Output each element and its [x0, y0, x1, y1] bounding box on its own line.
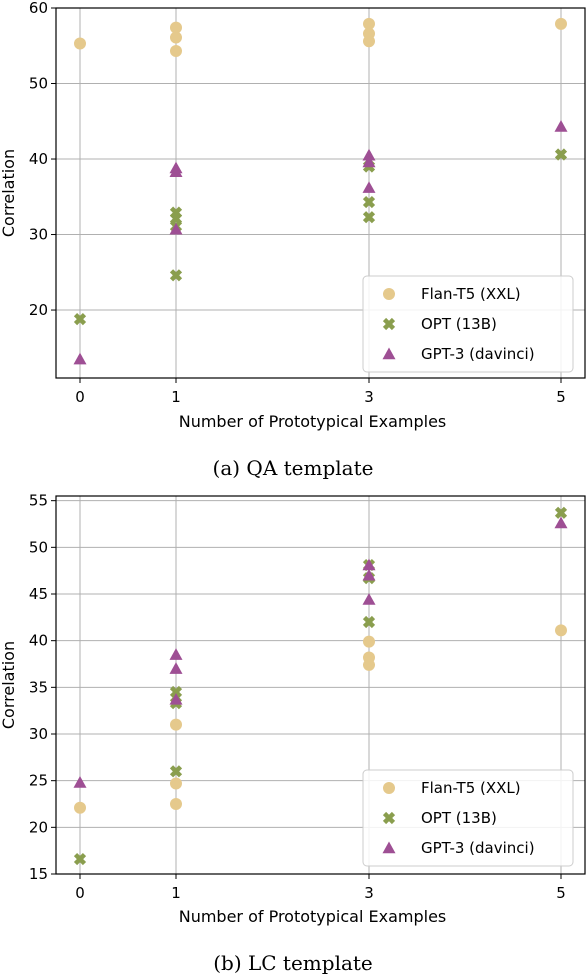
y-tick-label: 30 [29, 226, 48, 244]
legend-label: GPT-3 (davinci) [421, 839, 535, 857]
data-point-x [169, 269, 183, 282]
x-tick-label: 3 [364, 884, 374, 902]
x-tick-label: 5 [556, 884, 566, 902]
chart-panel-qa: 0 1 3 5 20 30 40 50 60 Number of Prototypical Exa… [0, 0, 586, 480]
data-point-circle [74, 801, 86, 814]
y-tick-label: 40 [29, 150, 48, 168]
y-tick-label: 35 [29, 678, 48, 696]
plot-frame [55, 7, 586, 379]
data-point-triangle [169, 662, 183, 674]
legend-box [362, 769, 574, 867]
data-point-circle [170, 798, 182, 810]
data-point-triangle [362, 558, 376, 571]
y-tick-label: 45 [29, 585, 48, 603]
data-point-x [169, 765, 183, 778]
legend-box [362, 275, 574, 373]
figure-caption: (a) QA template [213, 456, 374, 480]
y-tick-label: 50 [29, 538, 48, 556]
legend-marker-x [382, 317, 396, 331]
data-point-triangle [554, 120, 568, 132]
data-point-circle [170, 45, 182, 58]
data-point-circle [170, 31, 182, 44]
y-tick-label: 40 [29, 632, 48, 650]
data-point-circle [170, 21, 182, 34]
data-point-x [73, 313, 87, 326]
data-point-circle [363, 17, 375, 30]
x-tick-label: 3 [364, 388, 374, 406]
data-point-circle [555, 624, 567, 637]
data-point-triangle [169, 692, 183, 705]
data-point-circle [363, 658, 375, 671]
data-point-x [554, 506, 568, 519]
data-point-triangle [169, 222, 183, 235]
data-point-triangle [554, 516, 568, 529]
y-axis-label: Correlation [0, 641, 18, 729]
data-point-triangle [362, 148, 376, 161]
y-tick-label: 20 [29, 818, 48, 836]
x-tick-label: 1 [171, 884, 181, 902]
data-point-x [169, 685, 183, 699]
y-tick-label: 20 [29, 301, 48, 319]
x-axis-label: Number of Prototypical Examples [179, 412, 447, 431]
y-tick-label: 25 [29, 772, 48, 790]
legend-marker-x [382, 811, 396, 825]
y-axis-label: Correlation [0, 149, 18, 237]
data-point-triangle [362, 568, 376, 581]
y-tick-label: 60 [29, 0, 48, 17]
legend-label: Flan-T5 (XXL) [421, 285, 521, 303]
data-point-x [362, 195, 376, 209]
x-tick-label: 1 [171, 388, 181, 406]
data-point-triangle [73, 352, 87, 365]
legend-label: GPT-3 (davinci) [421, 345, 535, 363]
x-axis-label: Number of Prototypical Examples [179, 907, 447, 926]
data-point-x [554, 148, 568, 161]
data-point-triangle [169, 648, 183, 660]
data-point-circle [170, 718, 182, 731]
data-point-x [362, 211, 376, 224]
data-point-x [73, 852, 87, 866]
y-tick-label: 55 [29, 492, 48, 510]
data-point-triangle [362, 181, 376, 193]
figure-caption: (b) LC template [213, 951, 373, 975]
data-point-circle [74, 37, 86, 50]
legend-marker-circle [383, 782, 395, 794]
legend-label: OPT (13B) [421, 315, 497, 333]
data-point-triangle [169, 165, 183, 178]
y-tick-label: 50 [29, 75, 48, 93]
data-point-triangle [73, 776, 87, 788]
plot-frame [55, 495, 586, 875]
data-point-circle [555, 17, 567, 30]
data-point-x [362, 615, 376, 629]
legend-label: Flan-T5 (XXL) [421, 779, 521, 797]
data-point-triangle [362, 593, 376, 605]
legend-marker-circle [383, 288, 395, 300]
data-point-triangle [362, 155, 376, 168]
x-tick-label: 0 [75, 884, 85, 902]
y-tick-label: 15 [29, 865, 48, 883]
legend-marker-triangle [382, 841, 396, 854]
data-point-circle [170, 777, 182, 790]
legend-marker-triangle [382, 347, 396, 360]
legend-label: OPT (13B) [421, 809, 497, 827]
x-tick-label: 0 [75, 388, 85, 406]
data-point-circle [363, 635, 375, 648]
x-tick-label: 5 [556, 388, 566, 406]
y-tick-label: 30 [29, 725, 48, 743]
data-point-circle [363, 35, 375, 48]
